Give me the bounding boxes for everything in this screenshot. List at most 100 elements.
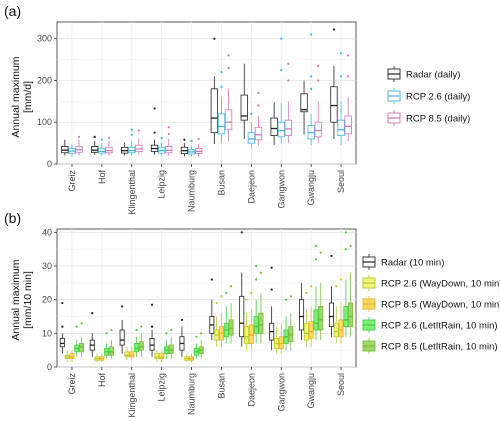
box-2-4 xyxy=(138,325,144,357)
box-outlier xyxy=(130,133,133,136)
box-outlier xyxy=(339,75,343,78)
panel-b-legend: Radar (10 min) RCP 2.6 (WayDown, 10 min) R… xyxy=(362,254,500,354)
box-body xyxy=(277,121,285,138)
x-tick-label: Leipzig xyxy=(157,373,167,402)
box-2-1 xyxy=(128,128,136,156)
box-outlier xyxy=(314,244,318,247)
box-outlier xyxy=(190,139,193,143)
box-body xyxy=(239,295,245,338)
box-body xyxy=(129,351,135,358)
box-4-2 xyxy=(194,137,203,157)
box-6-1 xyxy=(244,298,250,351)
box-body xyxy=(308,321,314,339)
box-outlier xyxy=(220,85,223,88)
box-body xyxy=(154,353,160,359)
box-5-0 xyxy=(210,37,219,144)
box-body xyxy=(333,322,339,338)
y-tick-label: 20 xyxy=(42,295,52,305)
box-outlier xyxy=(61,301,64,305)
box-outlier xyxy=(220,71,223,74)
box-6-3 xyxy=(253,264,259,344)
box-body xyxy=(134,343,140,353)
box-4-4 xyxy=(198,332,204,359)
box-outlier xyxy=(270,288,273,291)
box-9-2 xyxy=(344,54,352,142)
box-6-0 xyxy=(240,63,248,139)
box-outlier xyxy=(310,285,313,288)
box-outlier xyxy=(317,64,320,67)
legend-item: RCP 2.6 (daily) xyxy=(387,88,470,104)
box-4-3 xyxy=(193,335,199,359)
box-9-1 xyxy=(333,285,339,344)
panel-a: (a) Annual maximum [mm/d] 0 100 200 300 Grei… xyxy=(4,3,470,215)
box-3-1 xyxy=(154,350,160,362)
box-body xyxy=(278,336,284,349)
box-outlier xyxy=(183,138,186,141)
box-outlier xyxy=(130,128,133,131)
box-7-3 xyxy=(283,298,289,351)
box-outlier xyxy=(257,104,260,107)
box-3-3 xyxy=(163,332,169,359)
box-outlier xyxy=(339,52,343,55)
box-outlier xyxy=(310,33,313,36)
x-tick-label: Leipzig xyxy=(157,170,167,199)
box-outlier xyxy=(140,325,143,328)
box-body xyxy=(299,299,305,331)
box-outlier xyxy=(153,131,156,134)
box-5-2 xyxy=(218,295,224,347)
box-9-4 xyxy=(348,227,354,337)
box-outlier xyxy=(280,37,283,40)
box-body xyxy=(348,302,354,328)
x-tick-label: Gwangju xyxy=(306,170,316,206)
box-4-1 xyxy=(187,139,196,157)
box-6-2 xyxy=(254,91,263,146)
box-outlier xyxy=(180,318,184,321)
box-outlier xyxy=(289,295,292,298)
box-3-1 xyxy=(157,137,166,156)
box-1-1 xyxy=(94,353,100,362)
box-2-2 xyxy=(135,129,143,155)
box-outlier xyxy=(317,79,320,82)
box-body xyxy=(149,337,155,351)
box-outlier xyxy=(93,135,96,138)
legend-label: RCP 2.6 (WayDown, 10 min) xyxy=(381,279,500,290)
box-8-2 xyxy=(308,285,314,347)
box-outlier xyxy=(287,79,290,82)
box-body xyxy=(228,319,234,336)
legend-label: RCP 2.6 (LetItRain, 10 min) xyxy=(381,321,498,332)
box-9-0 xyxy=(330,28,338,139)
x-tick-label: Gwangju xyxy=(306,373,316,409)
box-outlier xyxy=(310,75,313,78)
box-outlier xyxy=(245,298,248,301)
box-8-1 xyxy=(303,291,309,347)
box-body xyxy=(318,306,324,331)
box-outlier xyxy=(197,137,200,141)
y-tick-label: 40 xyxy=(42,227,52,237)
x-tick-label: Greiz xyxy=(67,170,77,192)
x-tick-label: Busan xyxy=(216,373,226,399)
box-8-2 xyxy=(314,64,322,144)
box-outlier xyxy=(91,312,94,315)
box-outlier xyxy=(227,66,230,70)
x-tick-label: Klingenthal xyxy=(127,170,137,215)
box-outlier xyxy=(107,137,111,140)
box-6-1 xyxy=(247,112,256,149)
x-tick-label: Seoul xyxy=(336,373,346,396)
box-outlier xyxy=(257,91,260,95)
legend-label: Radar (10 min) xyxy=(381,258,444,269)
x-tick-label: Klingenthal xyxy=(127,373,137,418)
box-body xyxy=(79,343,85,353)
box-8-4 xyxy=(318,251,324,341)
box-0-1 xyxy=(68,143,76,157)
y-tick-label: 0 xyxy=(47,362,52,372)
box-9-1 xyxy=(337,52,345,146)
box-outlier xyxy=(280,68,283,72)
legend-label: RCP 8.5 (WayDown, 10 min) xyxy=(381,300,500,311)
x-tick-label: Daejeon xyxy=(246,373,256,407)
box-0-1 xyxy=(64,350,70,362)
x-tick-label: Hof xyxy=(97,170,107,185)
box-1-0 xyxy=(89,312,95,357)
box-5-1 xyxy=(217,71,226,144)
x-tick-label: Hof xyxy=(97,373,107,388)
